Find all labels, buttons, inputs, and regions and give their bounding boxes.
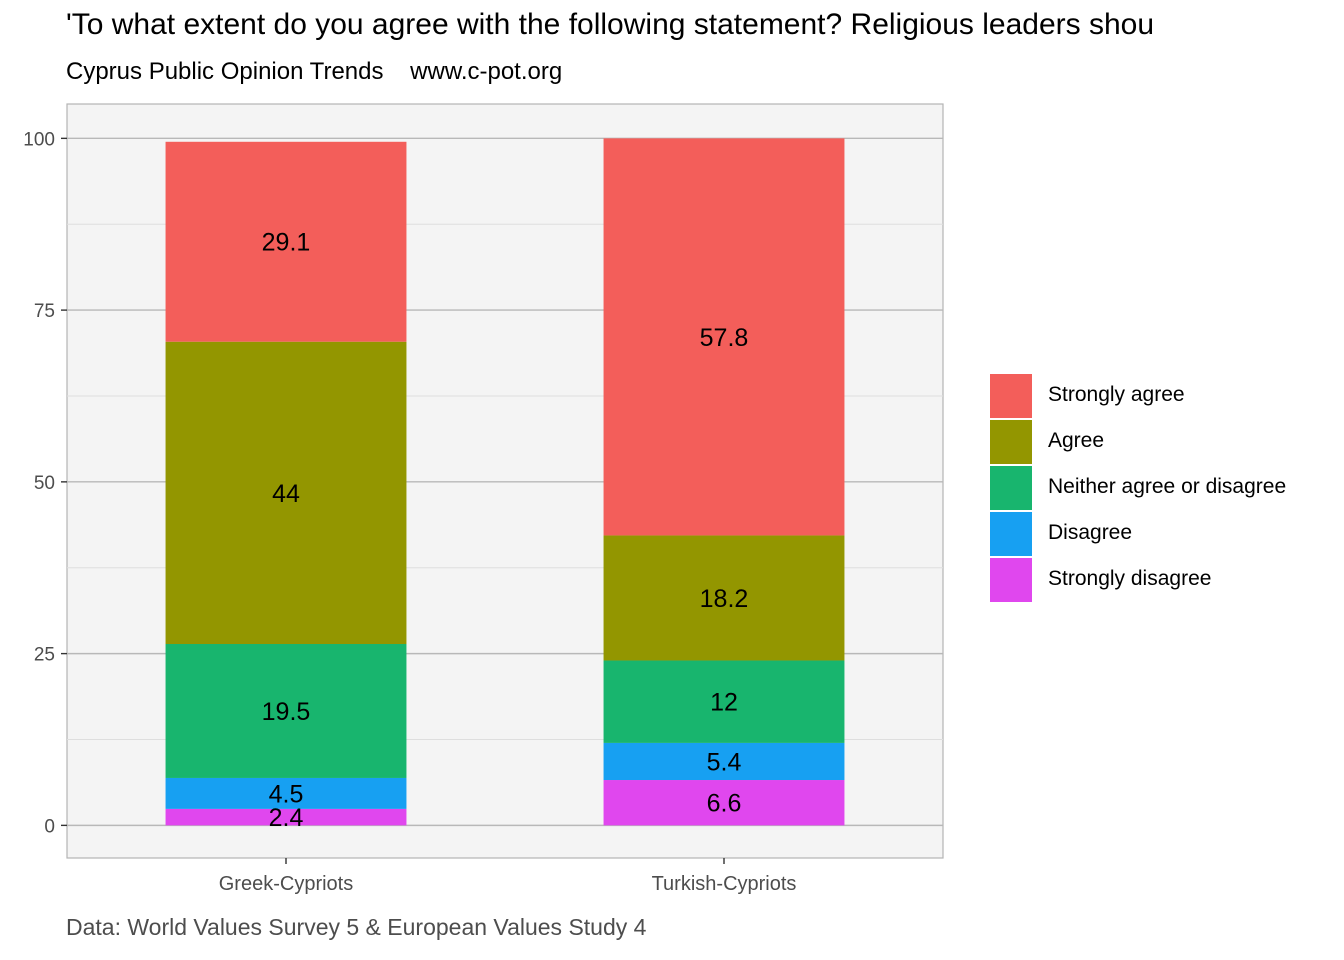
legend-label: Disagree <box>1048 521 1133 544</box>
bar-segment <box>603 742 845 781</box>
data-label: 18.2 <box>700 585 749 613</box>
x-tick-label: Turkish-Cypriots <box>652 873 797 895</box>
y-tick-label: 50 <box>34 473 55 494</box>
y-tick-label: 75 <box>34 301 55 322</box>
bar-segment <box>165 341 407 644</box>
chart-subtitle: Cyprus Public Opinion Trends www.c-pot.o… <box>66 58 563 85</box>
y-tick-label: 0 <box>44 816 55 837</box>
x-tick-label: Greek-Cypriots <box>219 873 353 895</box>
bar-segment <box>603 138 845 536</box>
data-label: 29.1 <box>262 229 311 257</box>
legend-swatch <box>990 420 1032 464</box>
bar-segment <box>165 141 407 342</box>
legend-swatch <box>990 512 1032 556</box>
data-labels: 2.44.5 19.5 44 29.1 6.6 5.4 12 18.2 57.8 <box>262 229 749 832</box>
data-label: 6.6 <box>707 790 742 818</box>
x-axis: Greek-Cypriots Turkish-Cypriots <box>219 858 797 895</box>
data-label: 57.8 <box>700 324 749 352</box>
chart-caption: Data: World Values Survey 5 & European V… <box>66 914 647 940</box>
data-label: 4.5 <box>269 780 304 808</box>
y-tick-label: 100 <box>23 129 55 150</box>
bar-segment <box>603 780 845 826</box>
legend-item-strongly-disagree: Strongly disagree <box>990 558 1330 602</box>
legend-swatch <box>990 466 1032 510</box>
legend-label: Neither agree or disagree <box>1048 475 1287 498</box>
bar-segment <box>165 808 407 826</box>
data-label: 44 <box>272 480 300 508</box>
bar-segment <box>603 660 845 743</box>
data-label: 5.4 <box>707 748 742 776</box>
chart-title: 'To what extent do you agree with the fo… <box>66 8 1155 41</box>
bar-segment <box>165 643 407 778</box>
bars <box>165 138 845 826</box>
data-label: 19.5 <box>262 698 311 726</box>
legend-item-agree: Agree <box>990 420 1330 464</box>
legend-label: Strongly disagree <box>1048 567 1212 590</box>
legend-label: Agree <box>1048 429 1105 452</box>
y-axis: 0 25 50 75 100 <box>23 129 67 837</box>
y-tick-label: 25 <box>34 645 55 666</box>
legend-item-strongly-agree: Strongly agree <box>990 374 1330 418</box>
legend-label: Strongly agree <box>1048 383 1185 406</box>
legend-item-disagree: Disagree <box>990 512 1330 556</box>
legend-swatch <box>990 374 1032 418</box>
legend-item-neither: Neither agree or disagree <box>990 466 1330 510</box>
data-label: 2.4 <box>269 804 304 832</box>
bar-segment <box>603 535 845 661</box>
legend-swatch <box>990 558 1032 602</box>
bar-segment <box>165 777 407 809</box>
data-label: 12 <box>710 689 738 717</box>
